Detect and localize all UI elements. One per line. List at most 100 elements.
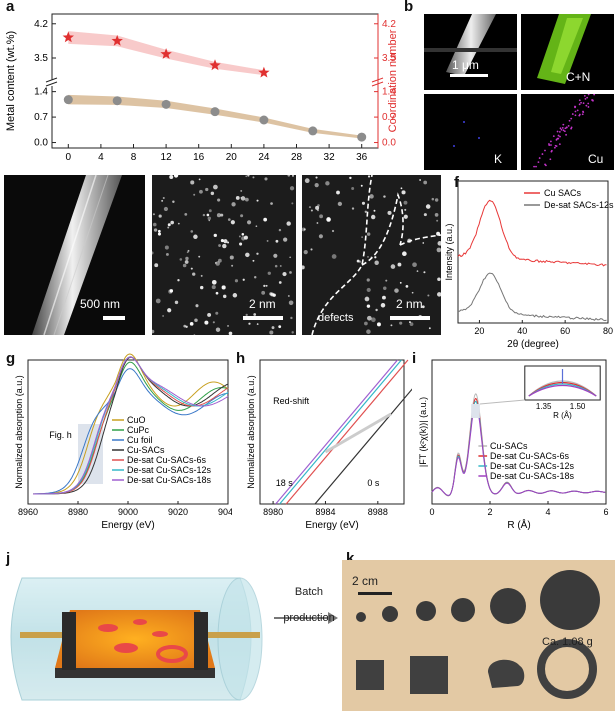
atom-dot [244, 197, 249, 202]
atom-dot [264, 177, 268, 181]
atom-dot [269, 330, 274, 335]
y-tick-label: 1.4 [34, 87, 48, 98]
metal-content-band [68, 94, 362, 139]
cu-dot [544, 149, 546, 152]
y2-tick-label: 0.7 [382, 112, 396, 123]
chart-g: 8960 8980 9000 9020 9040 Energy (eV) Normalize… [14, 353, 232, 531]
k-map-image [424, 94, 517, 170]
y2-tick-label: 4.2 [382, 19, 396, 30]
atom-dot [184, 213, 188, 216]
atom-dot [172, 200, 175, 204]
atom-dot [222, 243, 227, 249]
atom-dot [409, 321, 411, 324]
atom-dot [252, 259, 255, 262]
atom-dot [351, 187, 355, 190]
reactor-illustration [10, 577, 263, 701]
atom-dot [173, 175, 179, 178]
atom-dot [423, 213, 427, 217]
cu-dot [557, 137, 560, 140]
atom-dot [310, 209, 313, 212]
atom-dot [287, 295, 290, 297]
atom-dot [215, 311, 219, 315]
cu-dot [565, 126, 568, 129]
x-tick-label: 0 [66, 152, 72, 160]
cn-map-image [521, 14, 614, 90]
atom-dot [278, 281, 282, 284]
x-tick-label: 8 [131, 152, 137, 160]
inset-x-tick-label: 1.50 [570, 402, 586, 411]
atom-dot [336, 190, 340, 195]
atom-dot [177, 279, 180, 282]
cu-dot [537, 161, 540, 164]
atom-dot [207, 312, 212, 317]
atom-dot [361, 201, 366, 205]
atom-dot [211, 279, 217, 285]
x-tick-label: 24 [258, 152, 270, 160]
product-photo [342, 560, 615, 711]
atom-dot [194, 318, 198, 322]
atom-dot [266, 239, 269, 242]
cu-dot [587, 94, 590, 96]
atom-dot [423, 271, 426, 274]
atom-dot [375, 308, 378, 312]
atom-dot [270, 202, 273, 205]
atom-dot [162, 315, 165, 317]
atom-dot [227, 324, 229, 327]
cu-dot [568, 119, 571, 122]
atom-dot [240, 196, 243, 199]
cu-map-label: Cu [588, 152, 604, 166]
scale-label-d: 2 nm [249, 297, 276, 311]
atom-dot [367, 255, 369, 258]
atom-dot [310, 248, 313, 251]
atom-dot [242, 278, 245, 281]
atom-dot [208, 219, 211, 222]
g-legend-label: CuPc [127, 425, 150, 435]
atom-dot [217, 198, 221, 202]
h-y-axis-label: Normalized absorption (a.u.) [246, 375, 256, 489]
x-tick-label: 28 [291, 152, 303, 160]
atom-dot [199, 189, 203, 194]
chart-h: 8980 8984 8988 Energy (eV) Normalized absorp… [246, 359, 412, 531]
cu-dot [544, 163, 546, 166]
atom-dot [263, 284, 266, 288]
atom-dot [213, 233, 217, 238]
atom-dot [422, 242, 425, 244]
batch-label: Batch [294, 586, 324, 598]
atom-dot [240, 214, 244, 218]
atom-dot [287, 175, 291, 177]
cu-dot [578, 113, 581, 116]
atom-dot [157, 232, 161, 236]
h-axes-frame [259, 359, 405, 505]
atom-dot [195, 304, 199, 308]
atom-dot [407, 238, 412, 243]
atom-dot [387, 210, 392, 215]
atom-dot [279, 265, 282, 267]
cu-dot [559, 135, 561, 138]
atom-dot [204, 320, 209, 325]
atom-dot [192, 272, 196, 276]
atom-dot [421, 305, 425, 309]
atom-dot [366, 329, 371, 334]
atom-dot [245, 175, 248, 178]
atom-dot [275, 239, 279, 243]
atom-dot [289, 186, 295, 191]
atom-dot [326, 217, 331, 222]
g-spectrum-line [33, 368, 229, 495]
atom-dot [399, 321, 403, 325]
atom-dot [162, 196, 165, 200]
y2-tick-label: 1.4 [382, 87, 396, 98]
y-axis-label: Metal content (wt.%) [5, 31, 17, 131]
atom-dot [278, 325, 282, 329]
atom-dot [427, 294, 430, 297]
f-x-tick-label: 40 [517, 326, 527, 336]
atom-dot [152, 213, 155, 216]
chart-i: 0 2 4 6R (Å)|FT (k²χ(k))| (a.u.) Cu-SACsDe-s… [418, 359, 609, 531]
atom-dot [170, 220, 175, 225]
atom-dot [374, 260, 379, 265]
g-legend-label: De-sat Cu-SACs-18s [127, 475, 212, 485]
cu-dot [553, 146, 556, 149]
atom-dot [283, 237, 288, 242]
atom-dot [364, 296, 370, 302]
haadf-d-image [152, 175, 296, 335]
atom-dot [228, 331, 233, 335]
